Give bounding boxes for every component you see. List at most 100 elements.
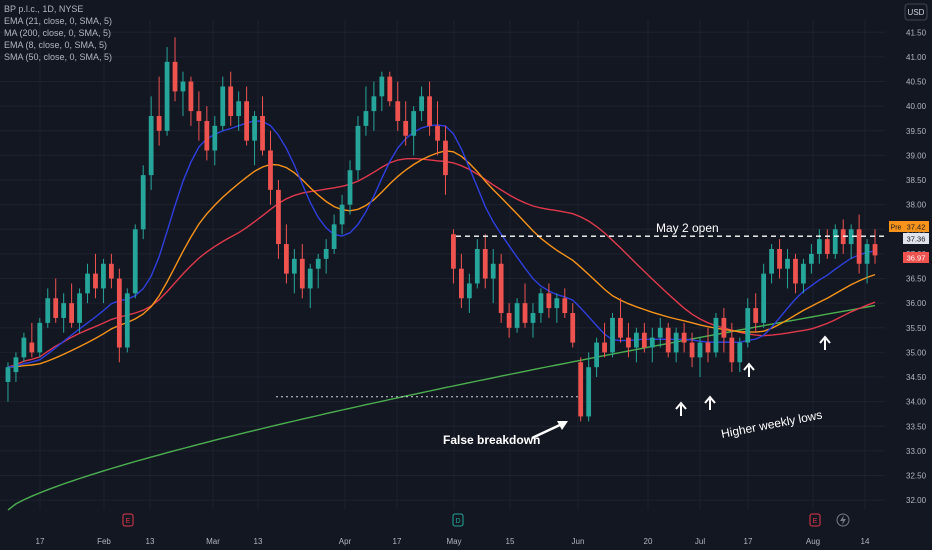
candle-body <box>864 244 870 264</box>
candle-body <box>705 342 711 353</box>
candlestick-layer <box>5 37 878 422</box>
candle-body <box>570 313 576 343</box>
x-tick-label: 20 <box>644 537 653 546</box>
x-tick-label: 17 <box>744 537 753 546</box>
candle-body <box>626 337 631 348</box>
candle-body <box>848 229 854 245</box>
y-tick-label: 40.50 <box>906 78 927 87</box>
candle-body <box>697 342 703 358</box>
currency-button[interactable] <box>904 3 928 21</box>
y-tick-label: 36.00 <box>906 299 927 308</box>
candle-body <box>13 357 19 373</box>
legend-ema21[interactable]: EMA (21, close, 0, SMA, 5) <box>4 16 112 26</box>
candle-body <box>594 342 599 368</box>
candle-body <box>657 327 663 338</box>
legend-ema8[interactable]: EMA (8, close, 0, SMA, 5) <box>4 40 107 50</box>
candle-body <box>602 342 607 353</box>
x-tick-label: 13 <box>254 537 263 546</box>
candle-body <box>355 125 361 171</box>
candle-body <box>37 322 43 353</box>
x-tick-label: 13 <box>146 537 155 546</box>
candle-body <box>140 175 146 230</box>
x-tick-label: 17 <box>393 537 402 546</box>
candle-body <box>276 189 281 245</box>
candle-body <box>801 263 806 284</box>
candle-body <box>379 76 385 97</box>
higher-low-arrowhead <box>819 335 831 344</box>
ma200-line <box>7 304 876 511</box>
candle-body <box>172 61 178 92</box>
legend-ma200[interactable]: MA (200, close, 0, SMA, 5) <box>4 28 111 38</box>
candle-body <box>785 258 790 269</box>
svg-text:Pre: Pre <box>891 225 902 232</box>
candle-body <box>196 111 202 121</box>
candle-body <box>777 248 782 269</box>
currency-label: USD <box>908 8 925 17</box>
candle-body <box>482 248 488 279</box>
y-tick-label: 35.50 <box>906 324 927 333</box>
candle-body <box>77 293 82 323</box>
earnings-event-marker-aug[interactable]: E <box>809 513 821 527</box>
candle-body <box>284 244 289 274</box>
candle-body <box>299 258 305 289</box>
candle-body <box>101 263 106 289</box>
y-tick-label: 40.00 <box>906 102 927 111</box>
candle-body <box>411 111 417 136</box>
candle-body <box>689 342 695 358</box>
candle-body <box>307 268 313 289</box>
candle-body <box>260 116 265 151</box>
candle-body <box>188 81 194 112</box>
candle-body <box>427 96 432 126</box>
earnings-event-marker-feb[interactable]: E <box>122 513 134 527</box>
candle-body <box>498 263 504 314</box>
candle-body <box>474 248 480 284</box>
higher-low-arrowhead <box>675 401 687 410</box>
y-tick-label: 32.00 <box>906 496 927 505</box>
legend-sma50[interactable]: SMA (50, close, 0, SMA, 5) <box>4 52 112 62</box>
candle-body <box>252 116 257 141</box>
candle-body <box>872 244 878 256</box>
candle-body <box>466 283 472 299</box>
candle-body <box>148 116 154 176</box>
dividend-event-marker-may[interactable]: D <box>452 513 464 527</box>
y-tick-label: 36.50 <box>906 275 927 284</box>
candle-body <box>832 229 838 254</box>
candle-body <box>490 263 496 279</box>
y-tick-label: 33.00 <box>906 447 927 456</box>
ema8-line <box>7 119 876 368</box>
last-price-tag: 36.97 <box>903 252 929 263</box>
higher-low-arrowhead <box>743 362 755 371</box>
svg-text:36.97: 36.97 <box>907 254 926 263</box>
candle-body <box>244 101 249 141</box>
higher-lows-label: Higher weekly lows <box>720 408 823 441</box>
svg-text:37.42: 37.42 <box>907 223 926 232</box>
candle-body <box>61 303 67 318</box>
y-tick-label: 41.00 <box>906 53 927 62</box>
false-breakdown-arrowhead <box>557 421 568 430</box>
y-tick-label: 33.50 <box>906 422 927 431</box>
candle-body <box>538 293 544 314</box>
candle-body <box>5 367 11 382</box>
candle-body <box>729 337 735 363</box>
grid-layer <box>0 20 885 510</box>
candle-body <box>824 239 830 254</box>
y-tick-label: 32.50 <box>906 472 927 481</box>
candle-body <box>403 120 409 136</box>
candle-body <box>93 273 98 289</box>
candle-body <box>522 303 528 323</box>
candle-body <box>331 224 337 249</box>
candle-body <box>856 229 862 264</box>
lightning-icon[interactable] <box>836 513 850 527</box>
svg-text:E: E <box>813 518 818 525</box>
candle-body <box>268 150 273 190</box>
svg-text:37.36: 37.36 <box>907 235 926 244</box>
pre-price-tag: Pre 37.42 <box>889 221 929 232</box>
candle-body <box>641 332 647 348</box>
candle-body <box>681 332 687 343</box>
candle-body <box>618 317 623 338</box>
candle-body <box>132 229 138 294</box>
moving-average-layer <box>7 119 876 511</box>
candle-body <box>673 332 679 353</box>
